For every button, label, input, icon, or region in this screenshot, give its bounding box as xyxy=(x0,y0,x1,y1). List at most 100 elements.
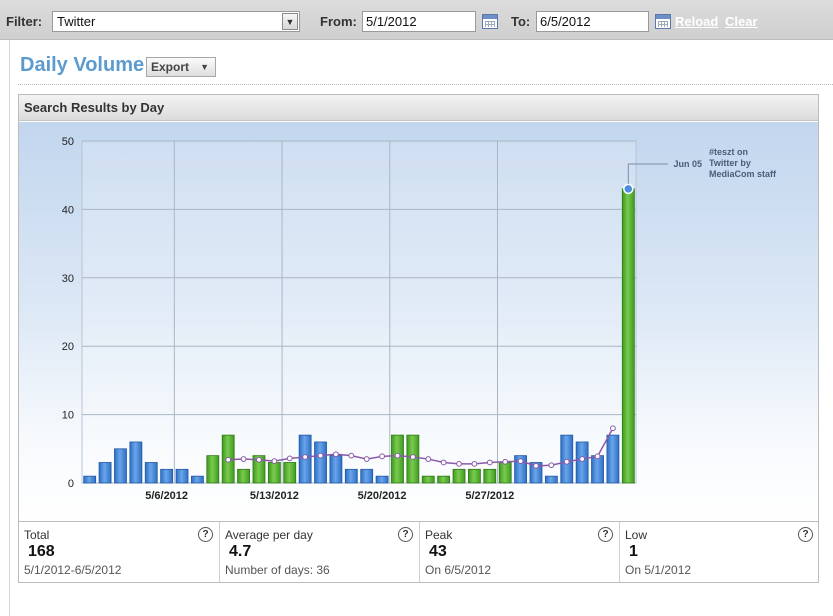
average-point xyxy=(225,456,232,463)
average-point xyxy=(379,453,385,460)
plot-area xyxy=(81,140,637,484)
x-tick-label: 5/6/2012 xyxy=(145,490,188,502)
annotation-date: Jun 05 xyxy=(673,159,702,169)
to-date-value: 6/5/2012 xyxy=(540,14,591,29)
from-date-value: 5/1/2012 xyxy=(366,14,417,29)
stat-peak-label: Peak xyxy=(425,528,453,542)
stat-low-date: On 5/1/2012 xyxy=(625,563,692,577)
bar xyxy=(375,475,389,484)
average-point xyxy=(409,454,416,460)
bar xyxy=(452,468,466,484)
export-button[interactable]: Export ▼ xyxy=(146,57,216,77)
x-tick-label: 5/13/2012 xyxy=(250,490,299,502)
bar xyxy=(575,441,589,484)
average-point xyxy=(440,459,447,466)
average-point xyxy=(471,460,478,467)
peak-marker xyxy=(623,183,634,195)
annotation-text: MediaCom staff xyxy=(709,169,777,179)
calendar-icon[interactable] xyxy=(482,14,498,29)
average-point xyxy=(286,455,293,462)
stat-total-value: 168 xyxy=(28,543,55,560)
average-point xyxy=(517,458,524,465)
filter-label: Filter: xyxy=(6,14,43,29)
from-date-input[interactable]: 5/1/2012 xyxy=(362,11,476,32)
average-point xyxy=(610,425,616,432)
average-point xyxy=(302,454,309,460)
stat-peak-date: On 6/5/2012 xyxy=(425,563,492,577)
average-point xyxy=(256,456,262,463)
stat-total-label: Total xyxy=(24,528,50,542)
filter-select[interactable]: Twitter ▼ xyxy=(52,11,300,32)
bar xyxy=(144,462,158,484)
bar xyxy=(344,468,358,484)
stat-low-label: Low xyxy=(625,528,648,542)
average-point xyxy=(563,458,570,465)
chart-panel: Search Results by Day 0 10 20 30 40 50 5/6/201… xyxy=(18,94,819,522)
filter-select-value: Twitter xyxy=(57,14,96,29)
export-button-label: Export xyxy=(151,60,190,74)
bar xyxy=(83,475,97,484)
to-date-input[interactable]: 6/5/2012 xyxy=(536,11,649,32)
y-tick-label: 20 xyxy=(62,341,74,353)
bar xyxy=(437,475,451,484)
filter-bar: Filter: Twitter ▼ From: 5/1/2012 To: 6/5… xyxy=(0,0,833,40)
help-icon[interactable]: ? xyxy=(398,527,413,542)
stat-low-value: 1 xyxy=(629,543,638,560)
y-tick-label: 0 xyxy=(68,478,74,490)
bar xyxy=(591,455,604,484)
to-label: To: xyxy=(511,14,531,29)
bar xyxy=(252,455,266,484)
stat-peak: Peak 43 On 6/5/2012 ? xyxy=(419,522,619,582)
stat-total-range: 5/1/2012-6/5/2012 xyxy=(24,563,122,577)
average-point xyxy=(548,462,555,469)
help-icon[interactable]: ? xyxy=(798,527,813,542)
stat-low: Low 1 On 5/1/2012 ? xyxy=(619,522,819,582)
bar xyxy=(544,475,558,484)
y-tick-label: 30 xyxy=(62,273,74,285)
stats-strip: Total 168 5/1/2012-6/5/2012 ? Average pe… xyxy=(18,522,819,583)
clear-link[interactable]: Clear xyxy=(725,14,758,29)
bar xyxy=(329,455,343,484)
bar xyxy=(314,441,327,484)
average-point xyxy=(579,456,586,462)
bar xyxy=(129,441,143,484)
average-point xyxy=(486,459,493,466)
annotation-text: #teszt on xyxy=(709,147,748,157)
stat-average-days: Number of days: 36 xyxy=(225,563,330,577)
panel-title: Search Results by Day xyxy=(19,95,818,121)
bar xyxy=(529,462,543,484)
bar xyxy=(98,462,112,484)
average-point xyxy=(502,458,509,465)
y-tick-label: 50 xyxy=(62,136,74,148)
reload-link[interactable]: Reload xyxy=(675,14,719,29)
bar xyxy=(606,434,620,484)
heading-divider xyxy=(18,84,833,85)
daily-volume-chart: 0 10 20 30 40 50 5/6/2012 5/13/2012 5/20/2012 5/2… xyxy=(62,136,777,502)
left-divider xyxy=(9,40,10,616)
average-point xyxy=(317,452,324,459)
chevron-down-icon: ▼ xyxy=(200,62,209,72)
average-point xyxy=(425,456,432,462)
bar xyxy=(191,475,204,484)
bar xyxy=(160,468,174,484)
bar xyxy=(175,468,189,484)
chevron-down-icon[interactable]: ▼ xyxy=(282,13,298,30)
bar xyxy=(114,448,127,484)
bar xyxy=(391,434,404,484)
average-point xyxy=(333,451,339,458)
bar xyxy=(283,462,297,484)
bar xyxy=(498,462,512,484)
help-icon[interactable]: ? xyxy=(598,527,613,542)
x-tick-label: 5/20/2012 xyxy=(358,490,407,502)
stat-average-value: 4.7 xyxy=(229,543,252,560)
bar xyxy=(468,468,481,484)
help-icon[interactable]: ? xyxy=(198,527,213,542)
annotation-connector xyxy=(627,163,668,184)
page-title: Daily Volume xyxy=(20,54,145,76)
x-tick-label: 5/27/2012 xyxy=(465,490,514,502)
annotation-text: Twitter by xyxy=(709,158,751,168)
y-tick-label: 10 xyxy=(62,410,74,422)
bar xyxy=(267,462,281,484)
calendar-icon[interactable] xyxy=(655,14,671,29)
chart-area: 0 10 20 30 40 50 5/6/2012 5/13/2012 5/20/2012 5/2… xyxy=(19,122,818,521)
